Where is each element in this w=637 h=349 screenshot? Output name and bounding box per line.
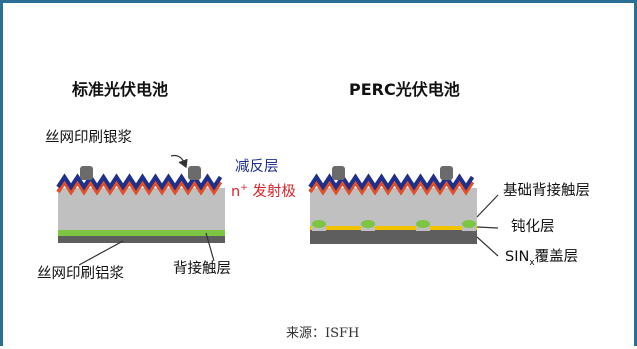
perc-local-contact-4 xyxy=(462,220,476,228)
back-contact-label: 背接触层 xyxy=(173,262,231,277)
standard-silicon-base xyxy=(58,188,225,230)
perc-passivation-layer xyxy=(310,226,477,230)
emitter-label: n+ 发射极 xyxy=(231,184,296,199)
antireflection-label: 减反层 xyxy=(235,160,279,175)
perc-local-contact-1 xyxy=(312,220,326,228)
emitter-label-rest: 发射极 xyxy=(248,184,296,200)
perc-silver-finger-right xyxy=(440,166,453,180)
passivation-pointer xyxy=(477,227,498,228)
emitter-label-n: n xyxy=(231,184,240,200)
source-caption: 来源：ISFH xyxy=(286,327,359,340)
standard-silver-finger-right xyxy=(188,166,201,180)
sinx-capping-label: SINx覆盖层 xyxy=(505,250,578,268)
standard-silver-finger-left xyxy=(80,166,93,180)
perc-cell xyxy=(310,166,477,244)
aluminum-paste-label: 丝网印刷铝浆 xyxy=(37,267,124,282)
standard-aluminum-layer xyxy=(58,236,225,243)
perc-cell-title: PERC光伏电池 xyxy=(349,82,460,98)
perc-local-contact-2 xyxy=(361,220,375,228)
standard-cell xyxy=(58,166,225,243)
standard-back-contact-layer xyxy=(58,230,225,236)
perc-silver-finger-left xyxy=(332,166,345,180)
sinx-label-rest: 覆盖层 xyxy=(535,249,579,265)
base-back-contact-label: 基础背接触层 xyxy=(503,184,590,199)
base-back-contact-pointer xyxy=(477,195,498,217)
perc-sinx-capping-layer xyxy=(310,230,477,244)
aluminum-paste-pointer xyxy=(79,241,123,265)
perc-local-contact-3 xyxy=(416,220,430,228)
emitter-label-sup: + xyxy=(240,183,248,193)
sinx-label-main: SIN xyxy=(505,249,529,265)
cell-diagram xyxy=(3,3,637,349)
standard-cell-title: 标准光伏电池 xyxy=(72,82,168,98)
silver-paste-label: 丝网印刷银浆 xyxy=(45,131,132,146)
sinx-pointer xyxy=(477,237,498,256)
passivation-label: 钝化层 xyxy=(511,220,555,235)
